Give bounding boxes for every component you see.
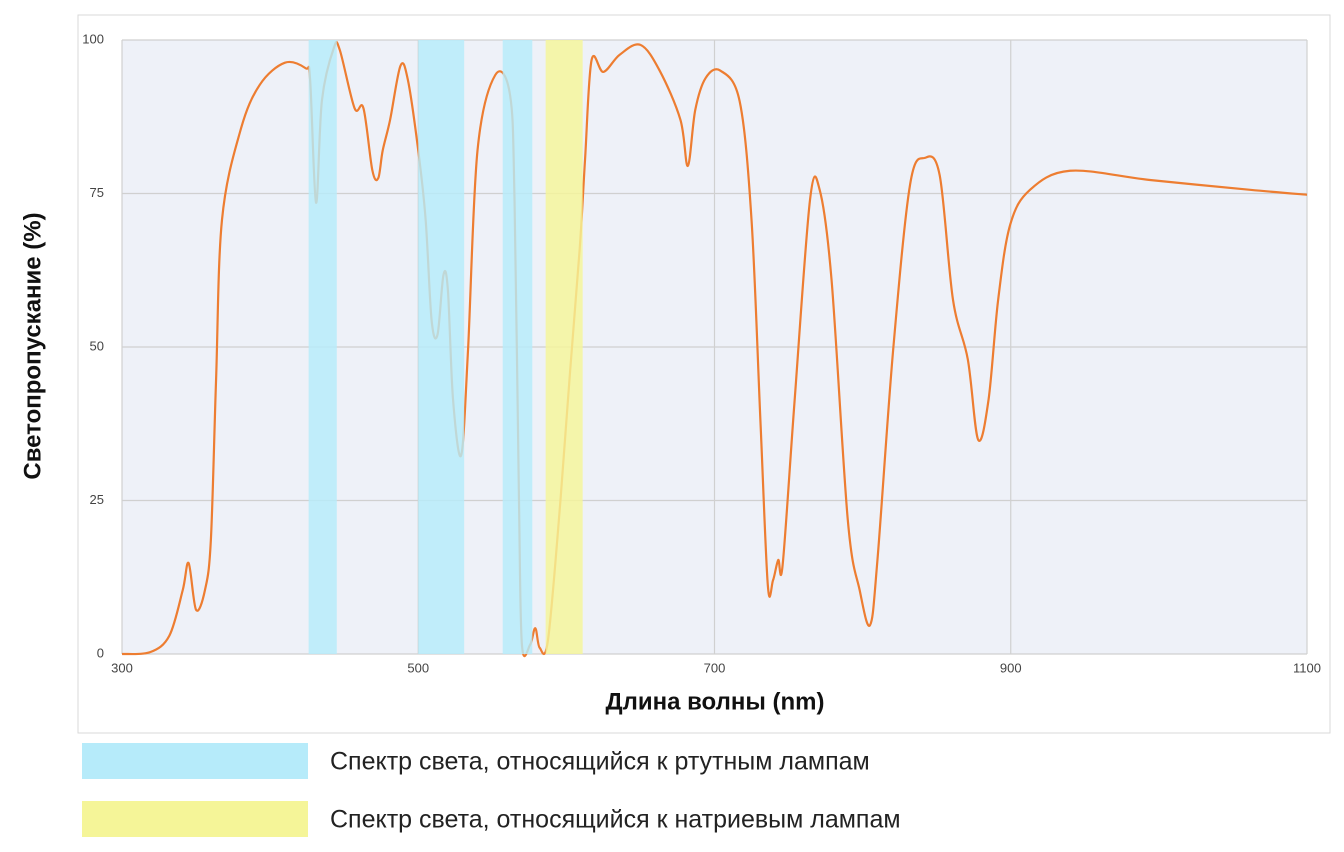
band (545, 40, 583, 654)
x-tick-label: 1100 (1293, 660, 1321, 675)
legend-label: Спектр света, относящийся к ртутным ламп… (330, 748, 870, 776)
y-tick-label: 100 (82, 31, 104, 46)
band (502, 40, 533, 654)
x-tick-label: 500 (407, 660, 429, 675)
y-axis-title: Светопропускание (%) (19, 212, 46, 479)
legend-label: Спектр света, относящийся к натриевым ла… (330, 806, 901, 834)
legend-swatch (82, 743, 308, 779)
x-tick-label: 300 (111, 660, 133, 675)
y-tick-label: 0 (97, 645, 104, 660)
band (308, 40, 337, 654)
y-tick-label: 50 (90, 338, 104, 353)
y-tick-label: 75 (90, 185, 104, 200)
x-tick-label: 900 (1000, 660, 1022, 675)
x-axis-title: Длина волны (nm) (606, 688, 825, 715)
x-tick-label: 700 (704, 660, 726, 675)
legend-swatch (82, 801, 308, 837)
y-tick-label: 25 (90, 492, 104, 507)
band (418, 40, 465, 654)
